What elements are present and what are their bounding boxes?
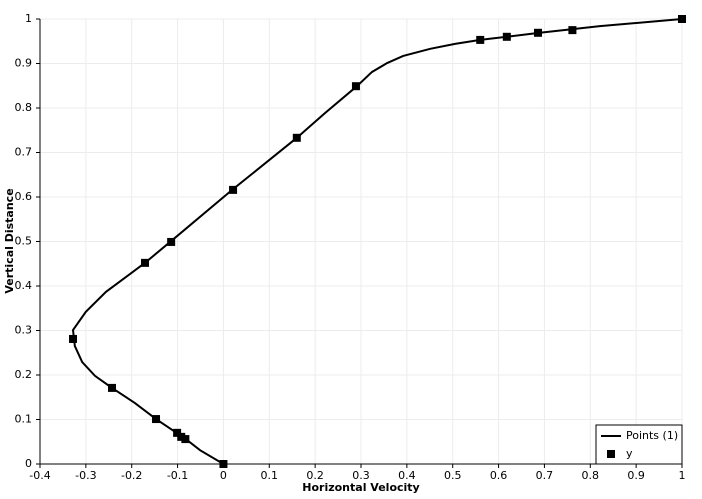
legend-label: y bbox=[626, 447, 633, 460]
x-tick-label: 0.8 bbox=[582, 469, 600, 482]
legend-label: Points (1) bbox=[626, 429, 678, 442]
data-point bbox=[107, 383, 116, 392]
x-tick-label: 0.4 bbox=[398, 469, 416, 482]
x-tick-label: -0.3 bbox=[75, 469, 96, 482]
y-tick-label: 0.9 bbox=[15, 57, 33, 70]
data-point bbox=[141, 258, 150, 267]
y-tick-label: 0.5 bbox=[15, 235, 33, 248]
data-point bbox=[534, 28, 543, 37]
data-point bbox=[177, 432, 186, 441]
data-point bbox=[167, 237, 176, 246]
x-tick-label: 0.1 bbox=[261, 469, 279, 482]
y-tick-label: 0.2 bbox=[15, 368, 33, 381]
data-point bbox=[152, 415, 161, 424]
x-tick-label: 1 bbox=[679, 469, 686, 482]
y-tick-label: 0.1 bbox=[15, 413, 33, 426]
data-point bbox=[568, 26, 577, 35]
y-tick-label: 1 bbox=[25, 12, 32, 25]
x-tick-label: 0.5 bbox=[444, 469, 462, 482]
x-tick-label: -0.4 bbox=[29, 469, 50, 482]
y-tick-label: 0.8 bbox=[15, 101, 33, 114]
x-tick-label: 0.6 bbox=[490, 469, 508, 482]
x-tick-label: 0.9 bbox=[627, 469, 645, 482]
x-tick-label: 0 bbox=[220, 469, 227, 482]
x-tick-label: 0.3 bbox=[352, 469, 370, 482]
y-tick-label: 0.4 bbox=[15, 279, 33, 292]
y-tick-label: 0 bbox=[25, 457, 32, 470]
x-tick-label: 0.7 bbox=[536, 469, 554, 482]
x-tick-label: 0.2 bbox=[306, 469, 324, 482]
legend-swatch bbox=[607, 450, 615, 458]
data-point bbox=[173, 428, 182, 437]
data-point bbox=[502, 32, 511, 41]
data-point bbox=[678, 15, 686, 23]
data-point bbox=[476, 35, 485, 44]
y-tick-label: 0.3 bbox=[15, 324, 33, 337]
x-tick-label: -0.1 bbox=[167, 469, 188, 482]
data-point bbox=[229, 185, 238, 194]
y-tick-label: 0.6 bbox=[15, 190, 33, 203]
x-tick-label: -0.2 bbox=[121, 469, 142, 482]
x-axis-label: Horizontal Velocity bbox=[302, 481, 419, 494]
data-point bbox=[219, 460, 228, 468]
y-axis-label: Vertical Distance bbox=[3, 188, 16, 293]
y-tick-label: 0.7 bbox=[15, 146, 33, 159]
data-point bbox=[181, 435, 190, 444]
data-point bbox=[69, 334, 78, 343]
data-point bbox=[351, 82, 360, 91]
data-point bbox=[292, 133, 301, 142]
